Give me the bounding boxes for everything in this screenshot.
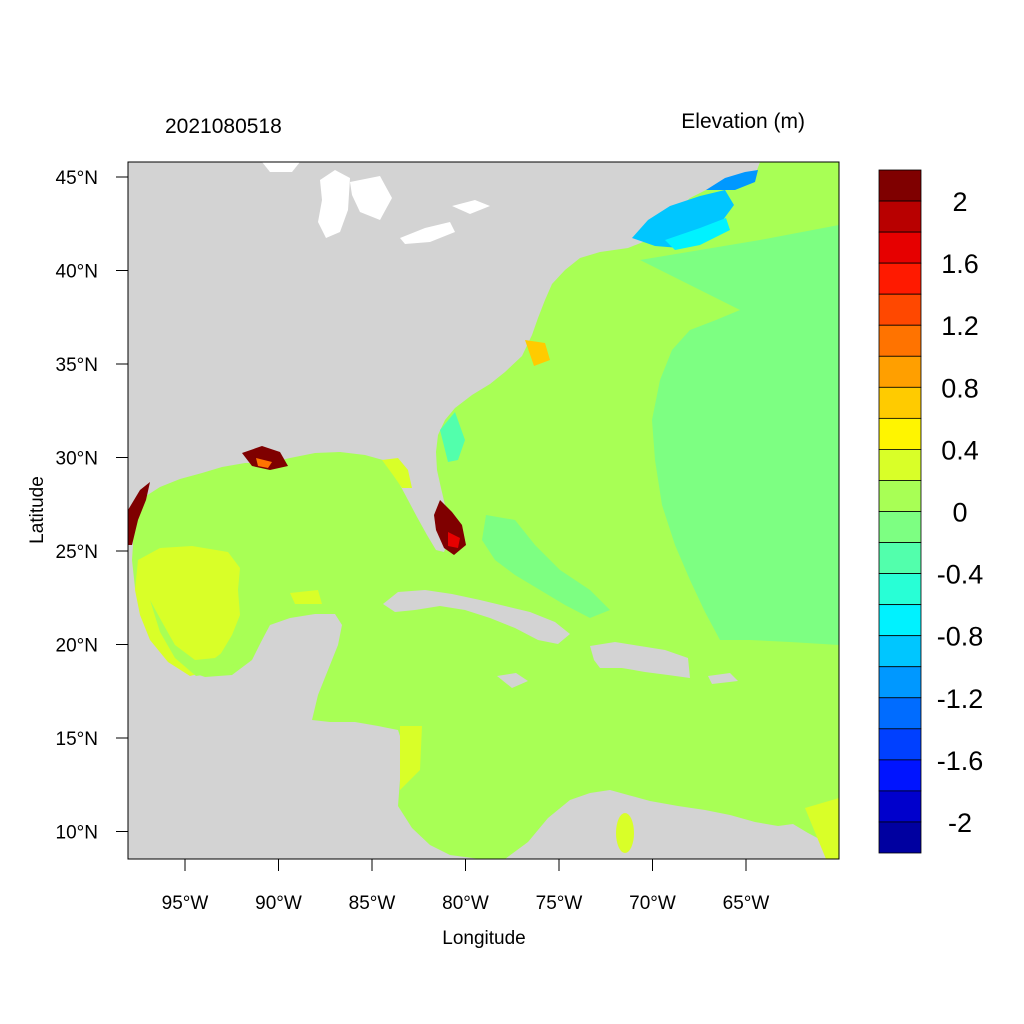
nicaragua-coast-anomaly [400, 726, 422, 790]
georgia-bight-anomaly [440, 412, 465, 462]
colorbar-swatch [878, 604, 922, 637]
colorbar-swatch [878, 355, 922, 388]
y-tick-label: 10°N [56, 823, 98, 844]
land-hispaniola [590, 642, 690, 678]
colorbar-swatch [878, 231, 922, 264]
x-tick-label: 80°W [442, 893, 489, 914]
colorbar-swatch [878, 386, 922, 419]
colorbar-swatch [878, 635, 922, 668]
x-tick-label: 85°W [349, 893, 396, 914]
colorbar-swatch [878, 200, 922, 233]
texas-high-surge [128, 482, 150, 545]
colorbar-swatch [878, 573, 922, 606]
colorbar-label: 0 [952, 498, 967, 528]
variable-title: Elevation (m) [681, 110, 805, 133]
colorbar-swatch [878, 821, 922, 854]
colorbar: 2 1.6 1.2 0.8 0.4 0 -0.4 -0.8 -1.2 -1.6 -2 [878, 169, 984, 854]
colorbar-swatch [878, 542, 922, 574]
bahamas-banks [482, 515, 610, 618]
colorbar-label: -1.6 [937, 746, 984, 776]
colorbar-swatch [878, 480, 922, 512]
x-tick-label: 75°W [536, 893, 583, 914]
y-axis-title: Latitude [27, 476, 48, 544]
atlantic-slight-negative [640, 225, 839, 645]
colorbar-label: -0.4 [937, 560, 984, 590]
louisiana-high-surge [242, 446, 288, 470]
campeche-shelf [150, 600, 280, 676]
y-tick-label: 15°N [56, 729, 98, 750]
colorbar-swatch [878, 790, 922, 823]
lake-michigan [318, 170, 350, 238]
map-panel [128, 162, 839, 859]
gulf-of-maine-negative [632, 190, 734, 248]
colorbar-swatch [878, 449, 922, 481]
colorbar-swatch [878, 324, 922, 357]
y-tick-label: 25°N [56, 542, 98, 563]
colorbar-label: -2 [948, 808, 972, 838]
florida-peak-surge [448, 532, 460, 548]
colorbar-label: -1.2 [937, 684, 984, 714]
y-axis: 45°N 40°N 35°N 30°N 25°N 20°N 15°N 10°N [56, 168, 128, 844]
colorbar-label: 2 [952, 187, 967, 217]
lake-ontario [452, 200, 490, 214]
map-frame [127, 161, 840, 860]
timestamp-title: 2021080518 [165, 115, 282, 138]
pamlico-sound-anomaly [525, 340, 550, 366]
colorbar-label: 1.2 [941, 311, 979, 341]
lake-superior [262, 162, 300, 172]
colorbar-swatch [878, 293, 922, 326]
land-jamaica [497, 673, 528, 688]
colorbar-swatch [878, 728, 922, 761]
lake-huron [350, 176, 392, 220]
colorbar-label: -0.8 [937, 622, 984, 652]
lake-erie [400, 222, 455, 244]
colorbar-swatch [878, 169, 922, 202]
colorbar-swatch [878, 697, 922, 730]
x-axis: 95°W 90°W 85°W 80°W 75°W 70°W 65°W [162, 859, 770, 914]
bay-of-campeche-anomaly [135, 546, 240, 676]
orinoco-outflow [805, 798, 839, 859]
y-tick-label: 30°N [56, 449, 98, 470]
colorbar-swatch [878, 759, 922, 792]
land-puerto-rico [708, 673, 738, 684]
y-tick-label: 35°N [56, 355, 98, 376]
bay-of-fundy-negative [706, 170, 758, 190]
colorbar-label: 0.8 [941, 373, 979, 403]
lake-maracaibo [616, 813, 634, 853]
y-tick-label: 40°N [56, 262, 98, 283]
big-bend-anomaly [382, 458, 412, 488]
x-tick-label: 70°W [629, 893, 676, 914]
georges-bank-negative [665, 218, 730, 250]
colorbar-swatch [878, 666, 922, 699]
louisiana-peak [256, 458, 272, 468]
x-tick-label: 95°W [162, 893, 209, 914]
land-cuba [383, 590, 570, 644]
x-axis-title: Longitude [442, 928, 525, 949]
colorbar-swatch [878, 262, 922, 295]
x-tick-label: 90°W [255, 893, 302, 914]
colorbar-swatch [878, 511, 922, 543]
y-tick-label: 20°N [56, 636, 98, 657]
y-tick-label: 45°N [56, 168, 98, 189]
colorbar-label: 0.4 [941, 435, 979, 465]
yucatan-channel-anomaly [290, 590, 322, 604]
land-south-america [505, 790, 839, 859]
x-tick-label: 65°W [723, 893, 770, 914]
colorbar-label: 1.6 [941, 249, 979, 279]
colorbar-swatch [878, 417, 922, 450]
